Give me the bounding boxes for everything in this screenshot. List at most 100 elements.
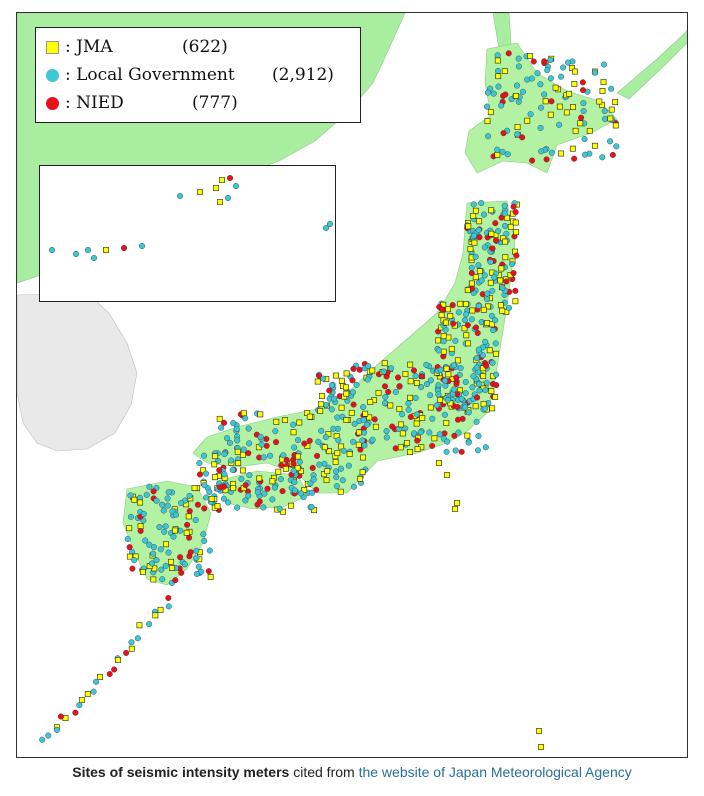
local-government-site-marker [463, 311, 470, 318]
local-government-site-marker [444, 397, 451, 404]
local-government-site-marker [462, 390, 469, 397]
local-government-site-marker [234, 437, 241, 444]
nied-site-marker [217, 484, 224, 491]
jma-site-marker [126, 525, 133, 532]
local-government-site-marker [277, 476, 284, 483]
local-government-site-marker [158, 566, 165, 573]
nied-site-marker [263, 435, 270, 442]
jma-site-marker [157, 606, 164, 613]
local-government-site-marker [280, 452, 287, 459]
nied-site-marker [326, 387, 333, 394]
local-government-site-marker [242, 415, 249, 422]
nied-site-marker [350, 365, 357, 372]
nied-site-marker [356, 366, 363, 373]
nied-site-marker [464, 322, 471, 329]
local-government-site-marker [206, 488, 213, 495]
jma-site-marker [366, 414, 373, 421]
local-government-site-marker [475, 262, 482, 269]
jma-website-link[interactable]: the website of Japan Meteorological Agen… [358, 764, 632, 780]
local-government-site-marker [599, 154, 606, 161]
jma-site-marker [486, 347, 493, 354]
local-government-site-marker [515, 63, 522, 70]
local-government-site-marker [181, 561, 188, 568]
local-government-site-marker [195, 563, 202, 570]
nied-site-marker [472, 324, 479, 331]
local-government-site-marker [290, 421, 297, 428]
nied-site-marker [410, 367, 417, 374]
jma-site-marker [97, 674, 103, 680]
jma-site-marker [216, 415, 223, 422]
local-government-site-marker [423, 361, 430, 368]
local-government-site-marker [492, 340, 499, 347]
jma-site-marker [296, 419, 303, 426]
jma-site-marker [321, 471, 327, 478]
local-government-site-marker [405, 406, 412, 413]
jma-site-marker [235, 460, 242, 467]
caption-bold: Sites of seismic intensity meters [72, 764, 290, 780]
nied-site-marker [458, 448, 465, 455]
nied-site-marker [381, 383, 388, 390]
nied-site-marker [106, 671, 113, 678]
nied-site-marker [571, 155, 578, 162]
local-government-site-marker [537, 124, 544, 131]
jma-site-marker [492, 350, 499, 357]
jma-site-marker [413, 420, 420, 427]
jma-site-marker [239, 451, 246, 458]
local-government-site-marker [452, 447, 459, 454]
local-government-site-marker [150, 550, 157, 557]
local-government-site-marker [494, 146, 501, 153]
nied-site-marker [543, 156, 550, 163]
jma-site-marker [485, 303, 491, 310]
local-government-site-marker [93, 678, 100, 685]
jma-site-marker [334, 450, 341, 457]
nied-site-marker [513, 252, 520, 259]
local-government-site-marker [296, 458, 303, 465]
local-government-site-marker [193, 570, 200, 577]
local-government-site-marker [608, 85, 615, 92]
local-government-site-marker [427, 392, 434, 399]
local-government-site-marker [257, 433, 264, 440]
local-government-site-marker [475, 227, 482, 234]
local-government-site-marker [455, 309, 462, 316]
jma-site-marker [257, 411, 264, 418]
nied-site-marker [349, 377, 356, 384]
local-government-site-marker [229, 466, 236, 473]
nied-site-marker [489, 245, 496, 252]
jma-site-marker [288, 502, 294, 509]
nied-site-marker [389, 423, 396, 430]
nied-site-marker [187, 549, 194, 556]
nied-site-marker [419, 373, 426, 380]
local-government-site-marker [474, 447, 481, 454]
jma-site-marker [436, 460, 442, 466]
local-government-site-marker [513, 82, 520, 89]
jma-site-marker [208, 495, 215, 502]
local-government-site-marker [506, 304, 513, 311]
local-government-site-marker [580, 108, 587, 115]
jma-site-marker [372, 423, 379, 430]
nied-site-marker [309, 464, 316, 471]
local-government-site-marker [465, 409, 472, 416]
local-government-site-marker [196, 460, 203, 467]
local-government-site-marker [73, 250, 80, 257]
local-government-site-marker [318, 427, 325, 434]
local-government-site-marker [441, 377, 448, 384]
local-government-site-marker [483, 296, 490, 303]
jma-site-marker [552, 84, 559, 91]
local-government-site-marker [233, 426, 240, 433]
local-government-site-marker [234, 504, 241, 511]
jma-site-marker [139, 569, 146, 575]
jma-site-marker [572, 68, 578, 75]
local-government-site-marker [173, 511, 180, 518]
jma-site-marker [398, 421, 404, 428]
jma-site-marker [447, 313, 454, 319]
local-government-site-marker [504, 151, 511, 158]
local-government-site-marker [267, 452, 274, 459]
jma-site-marker [538, 744, 544, 750]
nied-site-marker [129, 565, 136, 572]
nied-site-marker [580, 87, 587, 94]
jma-site-marker [507, 223, 514, 230]
nied-site-marker [256, 498, 263, 505]
jma-site-marker [498, 265, 505, 272]
local-government-site-marker [462, 404, 469, 411]
figure-caption: Sites of seismic intensity meters cited … [0, 764, 704, 780]
